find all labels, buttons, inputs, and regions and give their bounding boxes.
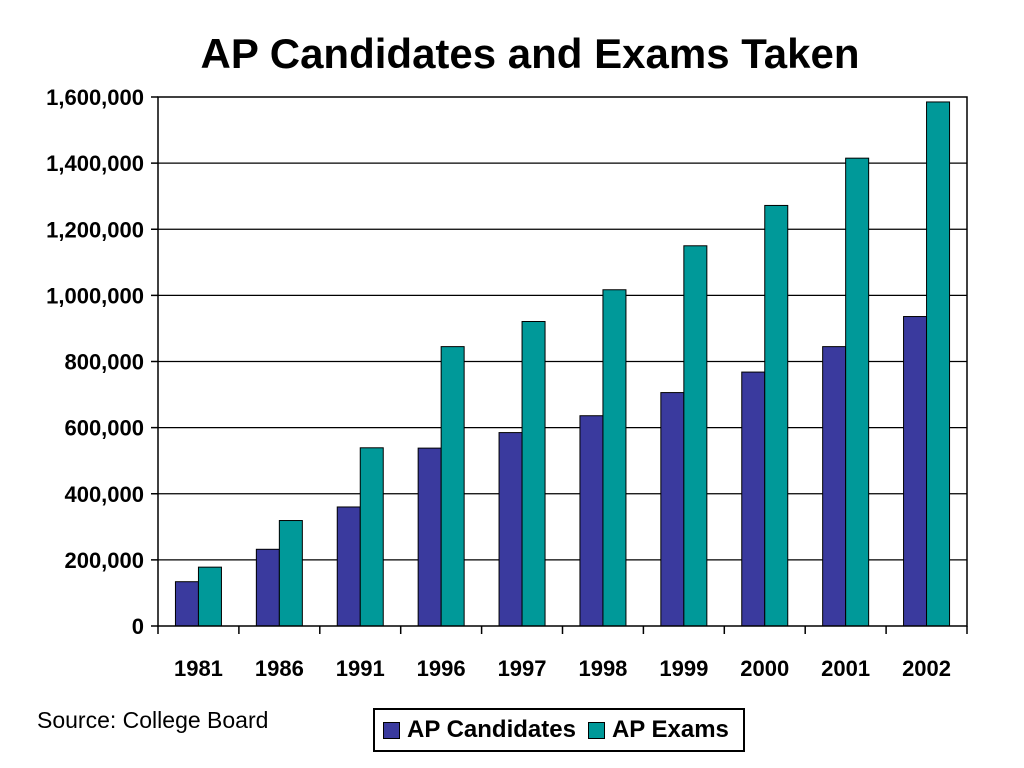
- bar-exams-1986: [278, 520, 303, 627]
- chart-title: AP Candidates and Exams Taken: [200, 30, 860, 77]
- bar-candidates-1999: [660, 392, 685, 627]
- x-tick-label: 1999: [659, 656, 708, 681]
- x-tick-label: 2001: [821, 656, 870, 681]
- legend-item-exams: AP Exams: [587, 716, 729, 744]
- x-tick-label: 1996: [417, 656, 466, 681]
- y-tick-label: 200,000: [64, 548, 144, 573]
- bar-candidates-1991: [336, 506, 361, 627]
- bar-exams-2000: [764, 204, 789, 627]
- legend-swatch-candidates: [383, 721, 400, 739]
- legend-label-exams: AP Exams: [611, 716, 729, 743]
- y-tick-label: 1,200,000: [46, 217, 144, 242]
- legend-label-candidates: AP Candidates: [407, 716, 576, 743]
- bar-candidates-1996: [417, 447, 442, 627]
- legend: AP Candidates AP Exams: [373, 708, 745, 752]
- x-tick-label: 1991: [336, 656, 385, 681]
- x-tick-label: 2002: [902, 656, 951, 681]
- bar-exams-1997: [521, 320, 546, 627]
- bar-exams-2002: [926, 101, 951, 627]
- y-tick-label: 0: [132, 614, 144, 639]
- bar-exams-1996: [440, 346, 465, 627]
- x-tick-label: 1997: [498, 656, 547, 681]
- bar-exams-1991: [359, 447, 384, 627]
- y-tick-label: 1,000,000: [46, 283, 144, 308]
- x-tick-label: 1998: [578, 656, 627, 681]
- axes: [151, 96, 968, 634]
- bar-candidates-1986: [255, 548, 280, 627]
- y-tick-label: 1,600,000: [46, 85, 144, 110]
- y-tick-label: 400,000: [64, 482, 144, 507]
- x-tick-label: 1981: [174, 656, 223, 681]
- bar-exams-1998: [602, 289, 627, 627]
- bar-candidates-1998: [579, 415, 604, 627]
- y-tick-label: 600,000: [64, 416, 144, 441]
- y-tick-label: 1,400,000: [46, 151, 144, 176]
- bar-exams-1981: [197, 566, 222, 627]
- y-tick-label: 800,000: [64, 350, 144, 375]
- source-note: Source: College Board: [37, 707, 269, 733]
- x-tick-label: 2000: [740, 656, 789, 681]
- bar-candidates-2001: [822, 346, 847, 627]
- legend-item-candidates: AP Candidates: [383, 716, 576, 744]
- x-tick-label: 1986: [255, 656, 304, 681]
- bar-candidates-1981: [174, 581, 199, 627]
- bar-candidates-1997: [498, 432, 523, 627]
- bar-candidates-2000: [741, 371, 766, 627]
- tick-labels: 0 200,000 400,000 600,000 800,000 1,000,000 1,…: [46, 85, 951, 681]
- bar-candidates-2002: [903, 316, 928, 627]
- legend-swatch-exams: [587, 721, 605, 739]
- bar-exams-1999: [683, 245, 708, 627]
- bars: [174, 101, 951, 627]
- bar-exams-2001: [845, 157, 870, 627]
